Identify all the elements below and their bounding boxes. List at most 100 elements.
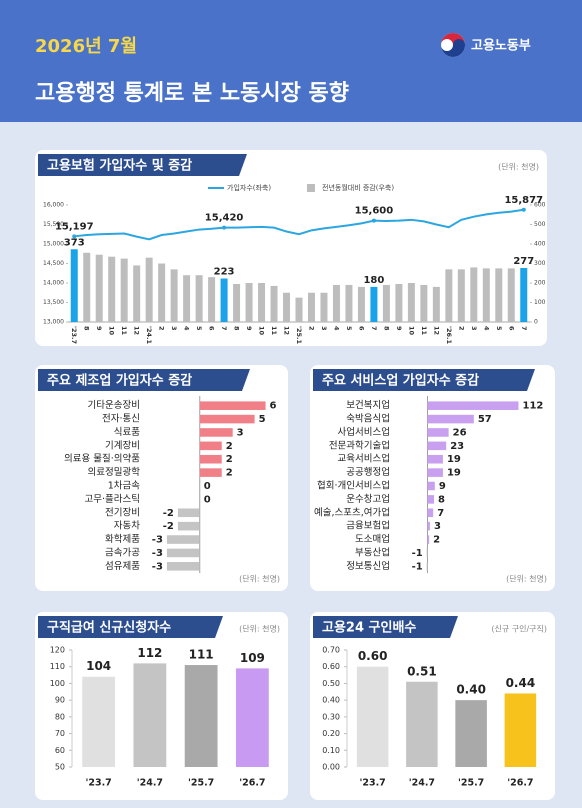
panel-title: 주요 제조업 가입자수 증감 <box>47 374 192 389</box>
x-tick-label: '26.7 <box>507 778 533 789</box>
value-label: -1 <box>412 548 423 559</box>
bar <box>133 663 167 767</box>
y-tick-label: 13,000 <box>43 319 64 326</box>
x-tick-label: 9 <box>245 326 253 331</box>
x-tick-label: '23.7 <box>70 326 78 344</box>
category-label: 금속가공 <box>105 547 140 558</box>
bar <box>184 665 218 767</box>
x-tick-label: 2 <box>307 326 315 331</box>
bar <box>83 252 91 322</box>
panel-title: 주요 서비스업 가입자수 증감 <box>322 374 479 389</box>
bar <box>133 265 141 322</box>
bar <box>427 508 434 518</box>
x-tick-label: 7 <box>520 326 528 331</box>
y-tick-label: 0.30 <box>322 712 340 721</box>
legend-label: 전년동월대비 증감(우축) <box>322 183 394 192</box>
y-tick-label: 100 <box>50 679 65 688</box>
y-tick-label: 14,500 <box>43 260 64 267</box>
x-tick-label: '24.7 <box>137 778 163 789</box>
x-tick-label: 7 <box>220 326 228 331</box>
page-title: 고용행정 통계로 본 노동시장 동향 <box>35 81 349 106</box>
panel-title: 구직급여 신규신청자수 <box>47 620 171 636</box>
line-value-label: 15,420 <box>205 213 244 224</box>
bar <box>420 284 428 322</box>
category-label: 화학제품 <box>105 534 140 545</box>
bar <box>199 468 222 477</box>
line-value-label: 15,877 <box>504 195 543 206</box>
x-tick-label: 3 <box>470 326 478 331</box>
value-label: 19 <box>447 454 461 465</box>
line <box>74 208 524 241</box>
bar <box>166 562 200 571</box>
x-tick-label: 2 <box>457 326 465 331</box>
unit-label: (단위: 천명) <box>239 574 280 584</box>
value-label: 19 <box>447 468 461 479</box>
bar <box>320 292 328 322</box>
bar <box>504 693 537 767</box>
value-label: 5 <box>259 414 266 425</box>
value-label: 7 <box>437 508 444 519</box>
value-label: -2 <box>163 508 174 519</box>
value-label: 0 <box>204 494 211 505</box>
x-tick-label: 10 <box>258 326 266 336</box>
y-tick-label: 14,000 <box>43 280 64 287</box>
bar <box>120 258 128 322</box>
value-label: 2 <box>226 468 233 479</box>
y-tick-label: 0.20 <box>322 729 340 738</box>
y-tick-label: 15,000 <box>43 241 64 248</box>
category-label: 전문과학기술업 <box>329 439 390 451</box>
y-tick-label: 0.60 <box>322 662 340 671</box>
panel-title: 고용보험 가입자수 및 증감 <box>47 158 192 174</box>
y-tick-label: 0.10 <box>322 746 340 755</box>
bar <box>495 268 503 322</box>
bar <box>283 292 291 322</box>
x-tick-label: 7 <box>370 326 378 331</box>
bar <box>357 286 365 322</box>
line-point <box>371 218 376 223</box>
category-label: 전기장비 <box>105 507 140 518</box>
bar <box>95 254 103 322</box>
y2-tick-label: 500 <box>534 221 546 228</box>
category-label: 전자·통신 <box>102 414 140 425</box>
category-label: 금융보험업 <box>346 520 390 532</box>
x-tick-label: 8 <box>83 326 91 331</box>
x-tick-label: 11 <box>120 326 128 336</box>
value-label: 9 <box>439 481 446 492</box>
y2-tick-label: 200 <box>534 280 546 287</box>
ministry-logo <box>441 33 465 57</box>
bar <box>356 666 389 767</box>
value-label: 23 <box>450 441 464 452</box>
bar <box>426 562 428 571</box>
unit-label: (신규 구인/구직) <box>491 624 547 634</box>
bar <box>270 285 278 322</box>
bar <box>199 414 255 424</box>
panel: 고용24 구인배수 (신규 구인/구직) 0.00 0.10 0.20 0.30 0.40 0… <box>310 612 555 800</box>
line-point <box>521 207 526 212</box>
bar <box>170 269 178 322</box>
value-label: -3 <box>152 535 163 546</box>
category-label: 기타운송장비 <box>88 400 140 411</box>
category-label: 사업서비스업 <box>338 426 390 438</box>
bar <box>426 548 428 558</box>
bar <box>406 681 438 767</box>
x-tick-label: '25.1 <box>295 326 303 345</box>
bar <box>195 275 203 322</box>
y-tick-label: 0.00 <box>322 763 340 772</box>
x-tick-label: '23.7 <box>85 778 111 789</box>
category-label: 보건복지업 <box>346 399 390 411</box>
x-tick-label: '25.7 <box>458 778 484 789</box>
bar <box>407 283 415 322</box>
category-label: 협회·개인서비스업 <box>317 480 390 492</box>
unit-label: (단위: 천명) <box>498 162 539 172</box>
value-label: 8 <box>438 494 445 505</box>
bar <box>457 269 465 322</box>
bar <box>427 401 519 410</box>
bar <box>245 283 253 322</box>
value-label: 3 <box>237 427 244 438</box>
x-tick-label: 5 <box>345 326 353 331</box>
bar <box>427 495 434 504</box>
category-label: 기계장비 <box>105 439 140 451</box>
unit-label: (단위: 천명) <box>506 574 547 584</box>
